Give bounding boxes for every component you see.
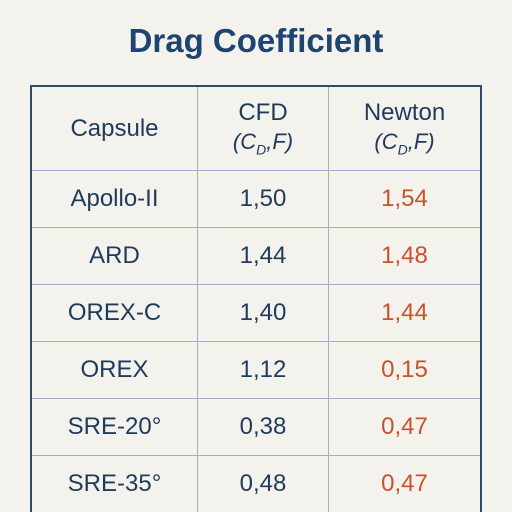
cell-text: 0,47 [381,413,428,440]
header-name: Newton [363,99,446,127]
table-cell: 1,54 [329,171,480,227]
cell-text: OREX-C [67,299,162,326]
header-cell: Capsule [32,87,198,170]
table-cell: 0,47 [329,399,480,455]
header-symbol: (CD,F) [233,129,293,157]
cell-text: ARD [89,242,140,269]
symbol-part: (C [232,129,257,155]
table-row: Apollo-II 1,50 1,54 [32,170,480,227]
cell-text: 1,12 [239,356,287,383]
symbol-subscript: D [397,141,408,158]
cell-text: 1,48 [381,242,428,269]
cell-text: 1,50 [239,185,287,212]
table-cell: 1,12 [198,342,329,398]
table-cell: OREX [32,342,198,398]
cell-text: 1,40 [239,299,287,326]
symbol-subscript: D [256,141,267,158]
cell-text: 1,44 [239,242,287,269]
table-cell: 1,44 [198,228,329,284]
cell-text: 0,38 [239,413,287,440]
table-row: SRE-35° 0,48 0,47 [32,455,480,512]
symbol-part: (C [374,129,398,155]
header-name: CFD [238,99,288,127]
cell-text: 1,54 [381,185,428,212]
header-name: Capsule [70,114,159,142]
table-cell: 1,48 [329,228,480,284]
table-cell: 0,47 [329,456,480,512]
table-cell: OREX-C [32,285,198,341]
table-row: SRE-20° 0,38 0,47 [32,398,480,455]
table: Capsule CFD (CD,F) Newton (CD,F) Apollo-II 1,5… [30,85,482,512]
cell-text: Apollo-II [70,185,159,212]
cell-text: SRE-20° [67,413,162,440]
cell-text: OREX [80,356,149,383]
cell-text: 0,47 [381,470,428,497]
symbol-part: ,F) [407,129,435,155]
cell-text: 0,48 [239,470,287,497]
table-cell: 0,48 [198,456,329,512]
cell-text: 1,44 [381,299,428,326]
header-cell: Newton (CD,F) [329,87,480,170]
table-row: ARD 1,44 1,48 [32,227,480,284]
cell-text: SRE-35° [67,470,162,497]
table-cell: SRE-20° [32,399,198,455]
symbol-part: ,F) [266,129,294,155]
table-cell: 0,15 [329,342,480,398]
header-symbol: (CD,F) [374,129,434,157]
table-cell: ARD [32,228,198,284]
title: Drag Coefficient [128,22,384,59]
table-cell: 1,40 [198,285,329,341]
header-row: Capsule CFD (CD,F) Newton (CD,F) [32,87,480,170]
table-cell: Apollo-II [32,171,198,227]
table-cell: 1,44 [329,285,480,341]
table-cell: 1,50 [198,171,329,227]
header-cell: CFD (CD,F) [198,87,329,170]
cell-text: 0,15 [381,356,428,383]
table-cell: 0,38 [198,399,329,455]
table-row: OREX 1,12 0,15 [32,341,480,398]
table-row: OREX-C 1,40 1,44 [32,284,480,341]
table-cell: SRE-35° [32,456,198,512]
